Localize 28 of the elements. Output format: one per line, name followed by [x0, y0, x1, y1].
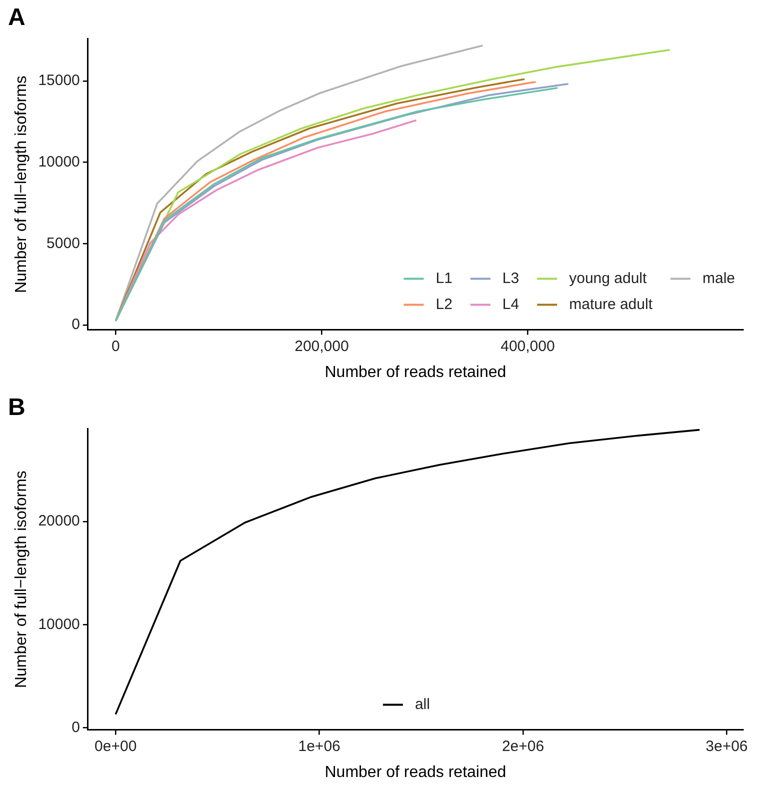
x-tick-label: 3e+06 — [706, 738, 748, 755]
chart-title: A — [8, 4, 26, 32]
x-tick-label: 1e+06 — [298, 738, 340, 755]
y-tick-label: 0 — [72, 316, 80, 334]
legend-label: mature adult — [569, 296, 654, 313]
x-axis-title: Number of reads retained — [324, 764, 506, 781]
y-tick-label: 0 — [72, 718, 80, 736]
x-axis-title: Number of reads retained — [324, 364, 506, 381]
x-tick-label: 0 — [112, 338, 120, 355]
y-tick-label: 10000 — [38, 616, 80, 633]
legend-label: young adult — [569, 270, 648, 287]
legend-label: male — [702, 270, 736, 287]
y-axis-title: Number of full−length isoforms — [13, 470, 30, 688]
legend-label: L2 — [436, 296, 452, 313]
chart-title: B — [8, 394, 26, 422]
legend-label: all — [414, 696, 430, 713]
x-tick-label: 400,000 — [500, 338, 555, 355]
legend-label: L3 — [502, 270, 520, 287]
y-tick-label: 10000 — [38, 153, 80, 170]
x-tick-label: 0e+00 — [94, 738, 137, 755]
y-tick-label: 5000 — [46, 234, 80, 252]
y-tick-label: 15000 — [38, 72, 80, 90]
y-tick-label: 20000 — [38, 512, 80, 530]
y-axis-title: Number of full−length isoforms — [13, 76, 30, 294]
x-tick-label: 200,000 — [294, 338, 349, 355]
x-tick-label: 2e+06 — [502, 738, 544, 755]
legend-label: L1 — [436, 270, 452, 287]
legend-label: L4 — [502, 296, 520, 313]
